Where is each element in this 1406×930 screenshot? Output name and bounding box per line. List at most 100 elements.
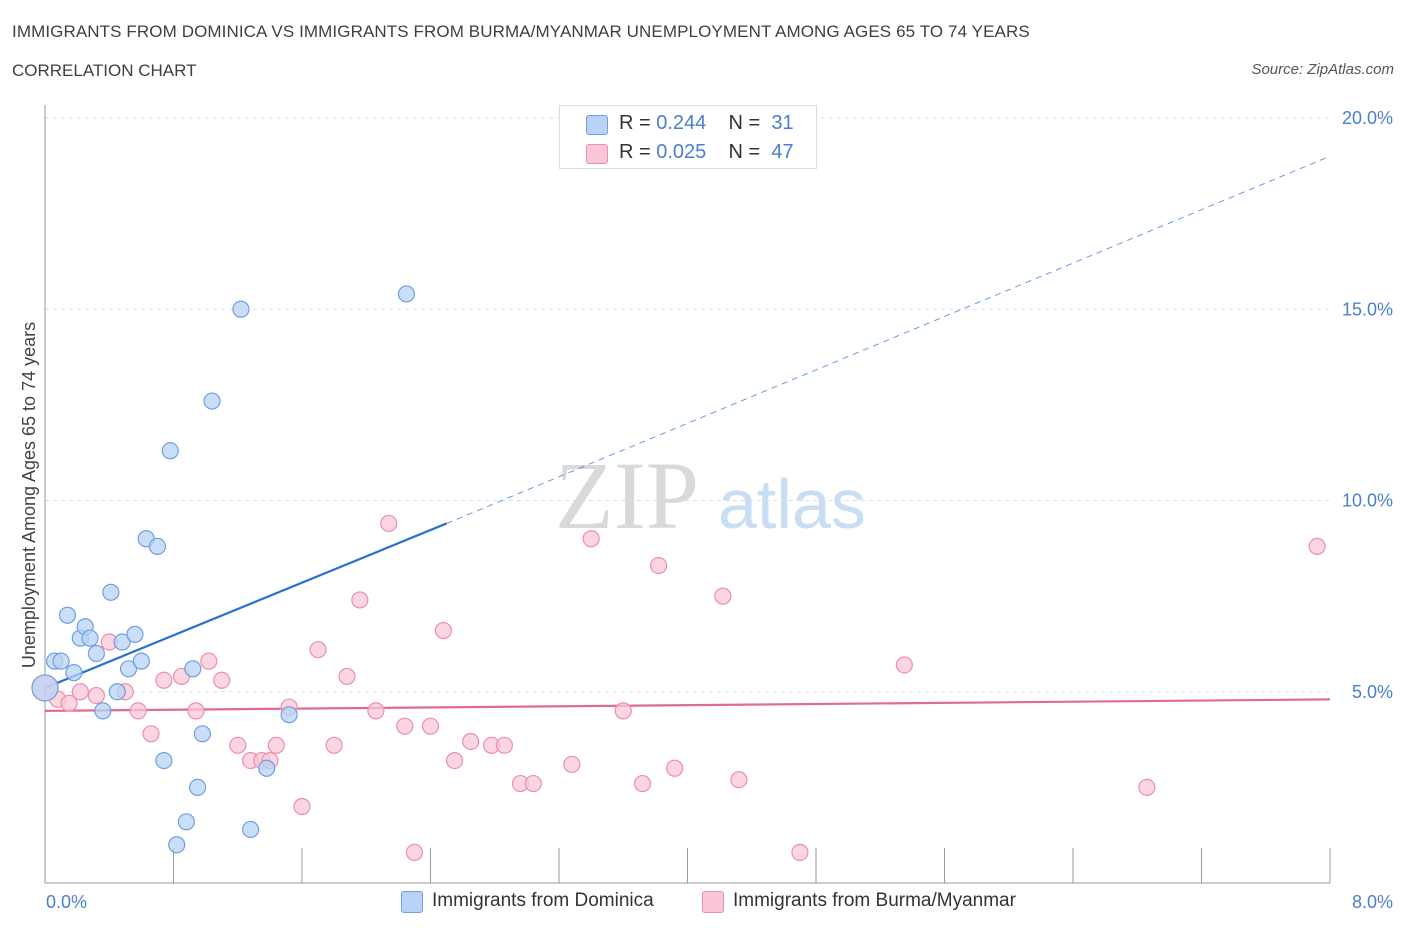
point-dominica — [155, 751, 173, 770]
point-burma — [495, 736, 513, 754]
y-axis-label: Unemployment Among Ages 65 to 74 years — [19, 322, 39, 668]
y-tick-label: 15.0% — [1342, 299, 1393, 319]
point-burma — [213, 671, 231, 689]
point-burma — [351, 591, 369, 609]
point-dominica — [58, 606, 77, 624]
point-burma — [155, 671, 173, 689]
point-dominica — [177, 813, 195, 831]
point-dominica — [52, 652, 70, 670]
point-burma — [1308, 537, 1326, 556]
point-dominica — [184, 660, 202, 678]
grid-lines — [45, 117, 1330, 693]
point-dominica — [258, 759, 276, 777]
point-burma — [60, 694, 78, 712]
point-burma — [200, 652, 218, 670]
axes — [44, 105, 1331, 884]
point-burma — [1138, 778, 1156, 796]
n-label: N = — [728, 112, 761, 134]
point-dominica — [108, 683, 126, 701]
y-tick-label: 20.0% — [1342, 108, 1393, 128]
correlation-legend: R = 0.244 N = 31 R = 0.025 N = 47 — [559, 105, 817, 169]
point-dominica — [193, 725, 212, 743]
r-label: R = — [619, 141, 651, 163]
legend-swatch-pink — [586, 144, 608, 164]
point-burma — [563, 755, 581, 774]
point-dominica — [94, 702, 112, 720]
point-dominica — [232, 300, 250, 318]
point-burma — [293, 797, 311, 816]
point-dominica — [242, 820, 260, 839]
point-burma — [462, 732, 480, 751]
point-burma — [421, 717, 440, 735]
bottom-legend-swatch-pink — [702, 891, 724, 913]
point-burma — [325, 736, 343, 754]
point-dominica — [126, 625, 144, 643]
point-burma — [309, 641, 327, 659]
watermark: ZIP atlas — [555, 442, 866, 549]
point-burma — [87, 686, 106, 705]
bottom-legend-label: Immigrants from Dominica — [432, 890, 654, 911]
trend-extension-dominica — [446, 155, 1331, 524]
trend-line-dominica — [44, 522, 447, 689]
point-burma — [582, 530, 600, 548]
n-value: 47 — [771, 141, 794, 163]
trend-line-burma — [44, 698, 1331, 712]
point-burma — [338, 667, 356, 686]
r-value: 0.244 — [656, 112, 707, 134]
n-label: N = — [728, 141, 761, 163]
point-dominica — [102, 583, 120, 601]
point-dominica — [87, 644, 106, 663]
point-dominica — [188, 778, 207, 796]
bottom-legend-label: Immigrants from Burma/Myanmar — [733, 890, 1016, 911]
chart-title: IMMIGRANTS FROM DOMINICA VS IMMIGRANTS F… — [12, 22, 1030, 41]
point-burma — [730, 771, 748, 789]
point-burma — [445, 751, 464, 770]
point-burma — [649, 556, 668, 575]
point-burma — [187, 702, 205, 720]
point-dominica — [203, 392, 221, 410]
point-burma — [396, 717, 414, 735]
point-burma — [405, 843, 424, 862]
point-dominica — [113, 633, 131, 651]
point-burma — [367, 702, 385, 720]
watermark-atlas: atlas — [718, 465, 866, 543]
point-burma — [380, 514, 398, 533]
point-burma — [267, 736, 285, 754]
x-tick-label: 0.0% — [46, 892, 87, 912]
point-dominica — [65, 664, 83, 682]
y-tick-label: 10.0% — [1342, 491, 1393, 511]
source-label: Source: ZipAtlas.com — [1251, 61, 1394, 78]
point-dominica — [148, 537, 167, 556]
point-dominica — [119, 660, 138, 678]
point-burma — [229, 736, 247, 754]
y-tick-label: 5.0% — [1352, 682, 1393, 702]
point-dominica — [81, 629, 99, 647]
point-dominica — [132, 652, 150, 670]
n-value: 31 — [771, 112, 794, 134]
point-dominica — [280, 706, 298, 724]
x-tick-label: 8.0% — [1352, 892, 1393, 912]
point-dominica — [397, 285, 416, 303]
point-dominica — [31, 674, 59, 702]
point-burma — [434, 621, 452, 640]
point-burma — [666, 759, 684, 777]
point-dominica — [161, 442, 179, 460]
point-burma — [714, 587, 732, 605]
point-burma — [791, 843, 809, 862]
chart-subtitle: CORRELATION CHART — [12, 61, 197, 80]
r-label: R = — [619, 112, 651, 134]
point-burma — [614, 702, 632, 720]
watermark-zip: ZIP — [555, 442, 699, 549]
legend-swatch-blue — [586, 115, 608, 135]
trend-lines — [44, 155, 1331, 712]
point-dominica — [168, 836, 186, 854]
tick-labels: 5.0% 10.0% 15.0% 20.0% 0.0% 8.0% — [46, 108, 1393, 912]
point-burma — [524, 774, 542, 793]
point-burma — [129, 702, 147, 720]
point-burma — [142, 725, 160, 743]
bottom-legend-swatch-blue — [401, 891, 423, 913]
point-burma — [895, 656, 913, 674]
data-points — [31, 285, 1326, 862]
point-burma — [71, 683, 89, 701]
